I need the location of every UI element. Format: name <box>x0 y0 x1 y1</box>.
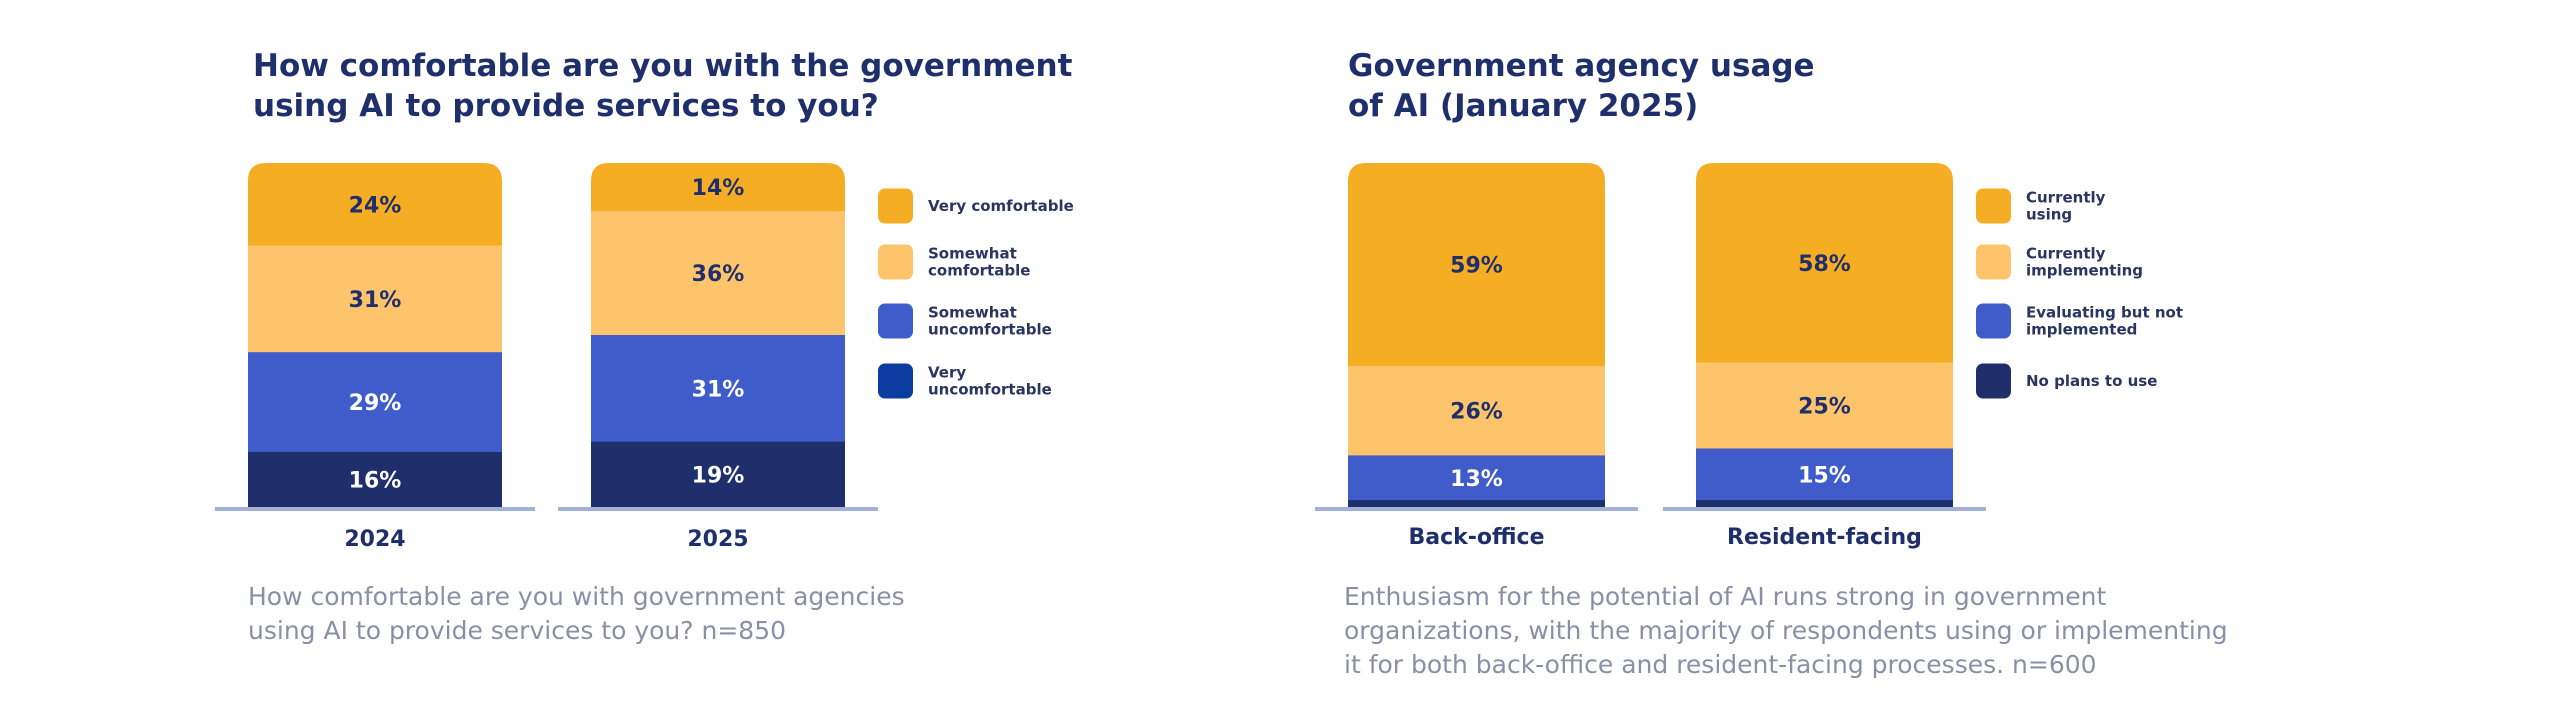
legend-label: Currently using <box>2026 189 2106 224</box>
category-label: Back-office <box>1408 525 1544 550</box>
bar-segment <box>591 441 845 507</box>
chart-caption: Enthusiasm for the potential of AI runs … <box>1344 582 2228 679</box>
stacked-bar-chart-comfort: 24% 31% 29% 16% 2024 14% 36% 31% 19% 2025 Very com… <box>215 163 1074 552</box>
bar-segment <box>248 245 502 353</box>
stacked-bar-chart-usage: 59% 26% 13% Back-office 58% 25% 15% Resident-fa… <box>1315 163 2183 550</box>
bar-segment <box>1696 362 1953 450</box>
legend-label: No plans to use <box>2026 372 2157 390</box>
bar-segment <box>591 163 845 212</box>
legend-label: Somewhat uncomfortable <box>928 304 1052 339</box>
legend-swatch <box>878 303 913 339</box>
legend-swatch <box>878 244 913 280</box>
bar-2024 <box>248 163 502 507</box>
legend-item: Evaluating but not implemented <box>1976 303 2183 339</box>
bar-segment <box>1696 500 1953 507</box>
bar-segment <box>1348 455 1605 501</box>
legend-item: Very uncomfortable <box>878 363 1052 399</box>
data-label: 31% <box>349 288 402 313</box>
legend-label: Currently implementing <box>2026 245 2143 280</box>
chart-title: How comfortable are you with the governm… <box>253 48 1073 124</box>
legend-swatch <box>1976 188 2011 224</box>
legend-label: Somewhat comfortable <box>928 245 1030 280</box>
legend-label: Very uncomfortable <box>928 364 1052 399</box>
bar-segment <box>248 451 502 507</box>
legend-item: Currently using <box>1976 188 2106 224</box>
legend-swatch <box>878 363 913 399</box>
legend-item: Currently implementing <box>1976 244 2143 280</box>
data-label: 16% <box>349 468 402 493</box>
legend-swatch <box>1976 244 2011 280</box>
bar-segment <box>1348 163 1605 367</box>
legend-swatch <box>1976 303 2011 339</box>
data-label: 24% <box>349 193 402 218</box>
data-label: 15% <box>1798 463 1851 488</box>
data-label: 36% <box>692 262 745 287</box>
data-label: 14% <box>692 176 745 201</box>
bar-segment <box>248 352 502 453</box>
data-label: 29% <box>349 391 402 416</box>
chart-panel-comfort: How comfortable are you with the governm… <box>215 48 1074 645</box>
chart-title: Government agency usage of AI (January 2… <box>1348 48 1815 124</box>
legend-label: Very comfortable <box>928 197 1074 215</box>
bar-segment <box>248 163 502 247</box>
legend-swatch <box>878 188 913 224</box>
legend-item: No plans to use <box>1976 363 2157 399</box>
data-label: 59% <box>1450 253 1503 278</box>
legend-swatch <box>1976 363 2011 399</box>
category-label: Resident-facing <box>1727 525 1922 550</box>
category-label: 2024 <box>344 527 405 552</box>
bar-segment <box>1696 163 1953 364</box>
bar-back-office <box>1348 163 1605 507</box>
bar-2025 <box>591 163 845 507</box>
bar-resident-facing <box>1696 163 1953 507</box>
bar-segment <box>591 335 845 443</box>
bar-segment <box>1348 365 1605 456</box>
bar-segment <box>1696 448 1953 501</box>
data-label: 19% <box>692 463 745 488</box>
category-label: 2025 <box>687 527 748 552</box>
data-label: 31% <box>692 377 745 402</box>
data-label: 25% <box>1798 395 1851 420</box>
chart-panel-usage: Government agency usage of AI (January 2… <box>1280 0 2560 711</box>
chart-caption: How comfortable are you with government … <box>248 582 905 645</box>
bar-segment <box>591 211 845 336</box>
data-label: 26% <box>1450 400 1503 425</box>
data-label: 13% <box>1450 467 1503 492</box>
data-label: 58% <box>1798 252 1851 277</box>
legend-item: Very comfortable <box>878 188 1074 224</box>
legend-item: Somewhat comfortable <box>878 244 1030 280</box>
bar-segment <box>1348 500 1605 507</box>
legend-label: Evaluating but not implemented <box>2026 304 2183 339</box>
legend-item: Somewhat uncomfortable <box>878 303 1052 339</box>
